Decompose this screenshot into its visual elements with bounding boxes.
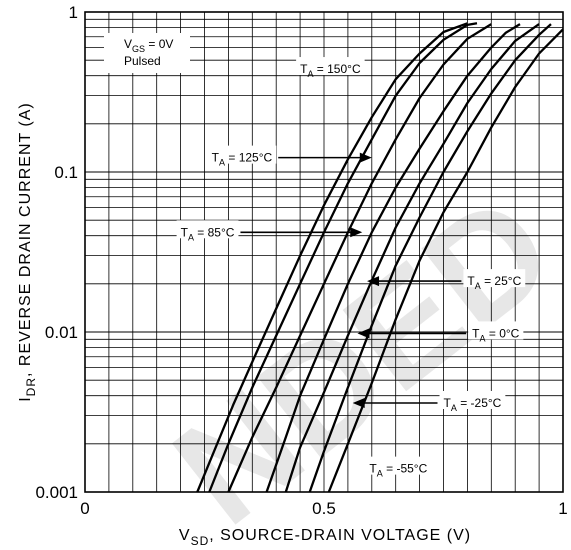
label-rest: = 85°C (194, 225, 235, 239)
series-layer (196, 22, 564, 493)
x-axis-title: VSD, SOURCE-DRAIN VOLTAGE (V) (179, 527, 471, 548)
label-rest: = -25°C (457, 396, 502, 410)
y-tick-label: 0.1 (54, 163, 78, 182)
series-label-bg (468, 321, 524, 340)
series-line-5 (308, 23, 552, 493)
series-label-text: TA = 125°C (212, 151, 273, 168)
conditions-line-2: Pulsed (124, 54, 161, 68)
series-label-4: TA = 0°C (357, 321, 524, 343)
series-line-4 (284, 23, 540, 493)
label-subscript: A (307, 69, 313, 79)
label-rest: = 0°C (486, 326, 520, 340)
label-rest: = 150°C (313, 62, 360, 76)
series-label-text: TA = 85°C (181, 225, 235, 242)
series-label-text: TA = -55°C (369, 462, 427, 479)
label-subscript: A (188, 232, 194, 242)
plot-frame (84, 11, 564, 493)
label-subscript: A (377, 469, 383, 479)
y-axis-title: IDR, REVERSE DRAIN CURRENT (A) (17, 102, 38, 402)
tick-labels: 0 0.5 1 0.001 0.01 0.1 1 (35, 3, 567, 518)
xlabel-rest: , SOURCE-DRAIN VOLTAGE (V) (209, 527, 471, 544)
label-arrow-head (357, 328, 370, 339)
xlabel-sub: SD (191, 534, 210, 548)
x-tick-label: 0.5 (312, 499, 336, 518)
axis-titles: VSD, SOURCE-DRAIN VOLTAGE (V) IDR, REVERS… (17, 102, 471, 548)
label-arrow-head (352, 397, 365, 408)
series-label-bg (463, 269, 526, 288)
ylabel-rest: , REVERSE DRAIN CURRENT (A) (17, 102, 34, 377)
label-subscript: A (480, 333, 486, 343)
series-label-6: TA = -55°C (365, 456, 432, 479)
label-prefix: T (467, 274, 475, 288)
series-label-0: TA = 150°C (296, 57, 365, 79)
y-tick-label: 0.01 (45, 323, 78, 342)
label-subscript: A (451, 403, 457, 413)
xlabel-main: V (179, 527, 191, 544)
series-label-text: TA = 25°C (467, 274, 521, 291)
label-prefix: T (181, 225, 189, 239)
cond-subscript: GS (132, 44, 145, 54)
series-label-bg (296, 57, 365, 76)
label-prefix: T (300, 62, 308, 76)
conditions-bg (104, 33, 190, 73)
series-label-3: TA = 25°C (367, 269, 526, 291)
y-tick-label: 1 (69, 3, 78, 22)
series-line-1 (208, 22, 478, 493)
ylabel-sub: DR (24, 377, 38, 396)
label-subscript: A (219, 158, 225, 168)
label-rest: = -55°C (383, 462, 428, 476)
series-label-bg (439, 390, 506, 409)
y-tick-label: 0.001 (35, 483, 78, 502)
series-label-text: TA = 0°C (472, 326, 520, 343)
cond-rest: = 0V (145, 37, 173, 51)
label-subscript: A (475, 281, 481, 291)
label-prefix: T (212, 151, 220, 165)
label-arrow-head (367, 276, 380, 287)
series-label-bg (176, 220, 239, 239)
series-line-2 (227, 23, 492, 493)
series-line-3 (265, 23, 521, 493)
series-label-text: TA = 150°C (300, 62, 361, 79)
series-label-text: TA = -25°C (444, 396, 502, 413)
x-tick-label: 1 (558, 499, 567, 518)
label-rest: = 125°C (225, 151, 272, 165)
label-prefix: T (472, 326, 480, 340)
annotations: TA = 150°CTA = 125°CTA = 85°CTA = 25°CTA… (104, 33, 526, 479)
series-label-bg (207, 145, 277, 164)
label-prefix: T (444, 396, 452, 410)
series-label-bg (365, 456, 432, 475)
series-label-1: TA = 125°C (207, 145, 372, 168)
series-label-5: TA = -25°C (352, 390, 506, 413)
conditions-line-1: VGS = 0V (124, 37, 173, 54)
label-arrow-head (359, 152, 372, 163)
ylabel-main: I (17, 396, 34, 401)
label-prefix: T (369, 462, 377, 476)
series-label-2: TA = 85°C (176, 220, 363, 242)
series-line-0 (196, 22, 468, 493)
label-rest: = 25°C (481, 274, 522, 288)
cond-prefix: V (124, 37, 132, 51)
grid (84, 11, 564, 493)
label-arrow-head (350, 227, 363, 238)
x-tick-label: 0 (80, 499, 89, 518)
